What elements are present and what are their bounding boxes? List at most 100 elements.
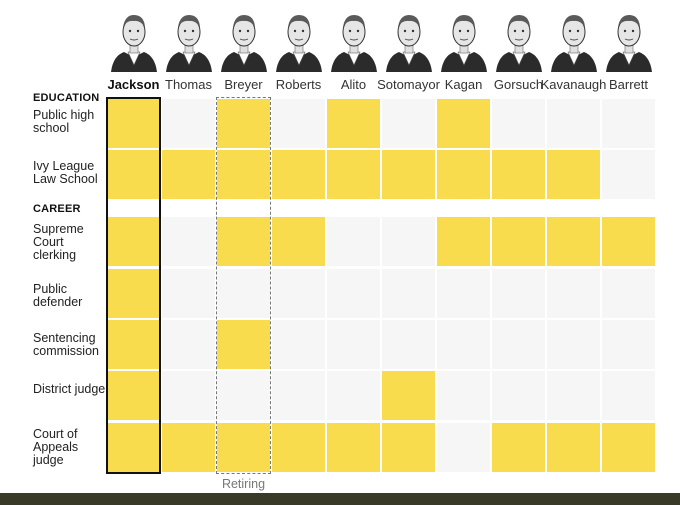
cell-yes [107,320,160,369]
row-label: Public defender [33,282,83,309]
cell-no [547,320,600,369]
cell-no [602,320,655,369]
cell-no [437,371,490,420]
cell-yes [217,423,270,472]
cell-yes [107,150,160,199]
justice-name-kavanaugh: Kavanaugh [540,77,607,92]
cell-yes [327,99,380,148]
cell-yes [602,217,655,266]
cell-yes [547,217,600,266]
row-label: Sentencing commission [33,331,99,358]
cell-yes [602,423,655,472]
cell-yes [217,217,270,266]
cell-yes [382,371,435,420]
cell-no [547,99,600,148]
cell-no [492,99,545,148]
cell-no [217,371,270,420]
cell-no [327,217,380,266]
cell-yes [272,423,325,472]
footer-bar [0,493,680,505]
justice-portrait-gorsuch [492,10,546,72]
row-label: Supreme Court clerking [33,222,84,262]
cell-no [602,269,655,318]
retiring-note: Retiring [221,477,266,491]
justice-portrait-sotomayor [382,10,436,72]
cell-no [437,423,490,472]
cell-yes [547,423,600,472]
cell-no [547,371,600,420]
cell-no [162,217,215,266]
justice-name-barrett: Barrett [608,77,648,92]
justice-portrait-kagan [437,10,491,72]
cell-yes [107,423,160,472]
cell-yes [162,150,215,199]
cell-yes [217,99,270,148]
justice-name-alito: Alito [340,77,367,92]
cell-yes [162,423,215,472]
cell-yes [382,423,435,472]
cell-yes [272,217,325,266]
cell-yes [327,423,380,472]
cell-yes [107,269,160,318]
justice-name-breyer: Breyer [224,77,263,92]
section-label-career: CAREER [33,203,81,215]
cell-yes [547,150,600,199]
cell-no [492,320,545,369]
row-label: Court of Appeals judge [33,427,79,467]
cell-no [492,371,545,420]
cell-no [272,371,325,420]
cell-no [327,269,380,318]
cell-no [327,371,380,420]
cell-no [272,99,325,148]
cell-yes [272,150,325,199]
cell-yes [107,371,160,420]
cell-no [382,320,435,369]
cell-no [162,320,215,369]
justice-portrait-barrett [602,10,656,72]
justice-name-sotomayor: Sotomayor [377,77,440,92]
cell-no [437,320,490,369]
justice-name-jackson: Jackson [107,77,160,92]
row-label: Public high school [33,108,95,135]
cell-yes [492,423,545,472]
justice-portrait-kavanaugh [547,10,601,72]
cell-no [382,269,435,318]
justice-name-kagan: Kagan [444,77,483,92]
cell-yes [327,150,380,199]
cell-no [217,269,270,318]
cell-yes [217,320,270,369]
cell-no [327,320,380,369]
cell-no [602,99,655,148]
justice-portrait-thomas [162,10,216,72]
cell-yes [492,217,545,266]
cell-no [602,150,655,199]
cell-no [272,320,325,369]
cell-yes [437,150,490,199]
cell-yes [492,150,545,199]
cell-no [437,269,490,318]
cell-no [272,269,325,318]
cell-no [382,99,435,148]
justice-name-thomas: Thomas [165,77,212,92]
cell-yes [437,99,490,148]
justice-portrait-jackson [107,10,161,72]
cell-yes [107,99,160,148]
cell-no [382,217,435,266]
cell-no [162,99,215,148]
cell-no [547,269,600,318]
cell-no [162,371,215,420]
row-label: Ivy League Law School [33,159,98,186]
cell-yes [107,217,160,266]
justice-name-gorsuch: Gorsuch [493,77,544,92]
cell-no [602,371,655,420]
section-label-education: EDUCATION [33,92,100,104]
justice-name-roberts: Roberts [275,77,322,92]
cell-no [162,269,215,318]
cell-no [492,269,545,318]
row-label: District judge [33,382,106,396]
justice-portrait-roberts [272,10,326,72]
cell-yes [217,150,270,199]
cell-yes [382,150,435,199]
justice-portrait-alito [327,10,381,72]
